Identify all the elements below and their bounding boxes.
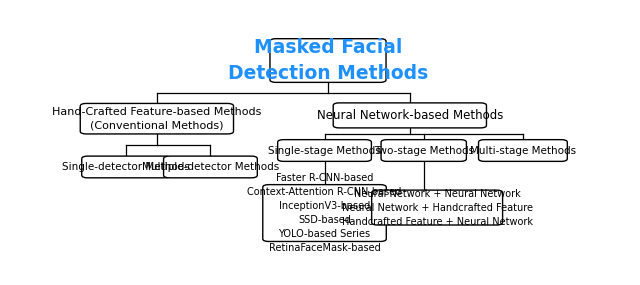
- Text: Masked Facial
Detection Methods: Masked Facial Detection Methods: [228, 38, 428, 83]
- FancyBboxPatch shape: [381, 140, 467, 161]
- FancyBboxPatch shape: [333, 103, 486, 128]
- Text: Single-stage Methods: Single-stage Methods: [268, 146, 381, 156]
- FancyBboxPatch shape: [263, 185, 387, 241]
- Text: Faster R-CNN-based
Context-Attention R-CNN-based
InceptionV3-based
SSD-based
YOL: Faster R-CNN-based Context-Attention R-C…: [247, 173, 402, 253]
- Text: Multi-stage Methods: Multi-stage Methods: [470, 146, 576, 156]
- FancyBboxPatch shape: [80, 103, 234, 134]
- Text: Neural Network-based Methods: Neural Network-based Methods: [317, 109, 503, 122]
- FancyBboxPatch shape: [82, 156, 170, 178]
- Text: Neural Network + Neural Network
Neural Network + Handcrafted Feature
Handcrafted: Neural Network + Neural Network Neural N…: [342, 189, 532, 227]
- Text: Multiple-detector Methods: Multiple-detector Methods: [142, 162, 279, 172]
- FancyBboxPatch shape: [270, 39, 386, 82]
- FancyBboxPatch shape: [278, 140, 371, 161]
- FancyBboxPatch shape: [372, 190, 502, 225]
- FancyBboxPatch shape: [164, 156, 257, 178]
- Text: Single-detector Methods: Single-detector Methods: [62, 162, 190, 172]
- FancyBboxPatch shape: [479, 140, 567, 161]
- Text: Hand-Crafted Feature-based Methods
(Conventional Methods): Hand-Crafted Feature-based Methods (Conv…: [52, 107, 262, 131]
- Text: Two-stage Methods: Two-stage Methods: [374, 146, 474, 156]
